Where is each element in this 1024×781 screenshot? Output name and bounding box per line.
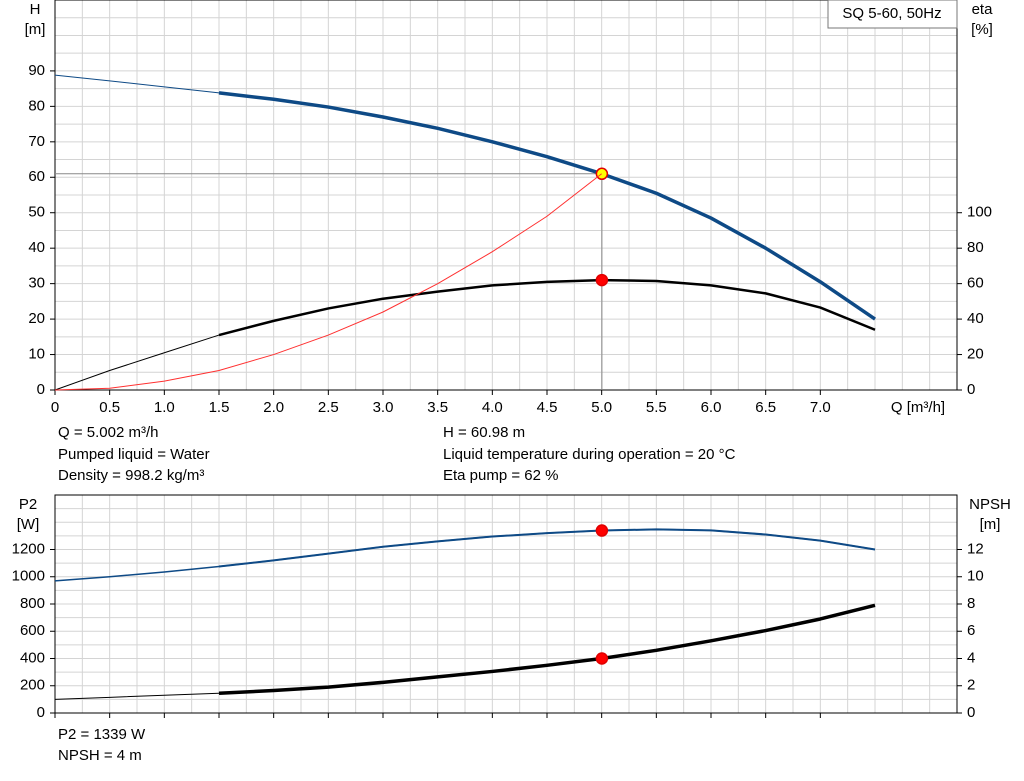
operating-point [595, 167, 609, 181]
y2-tick-label: 2 [967, 677, 975, 694]
x-tick-label: 3.5 [427, 399, 448, 416]
operating-point [595, 652, 609, 665]
curve-duty [218, 528, 876, 568]
y-axis-unit: [m] [25, 21, 46, 38]
y-tick-label: 800 [20, 595, 45, 612]
y2-tick-label: 0 [967, 381, 975, 398]
plot-frame [54, 0, 958, 391]
y-tick-label: 600 [20, 622, 45, 639]
chart-title: SQ 5-60, 50Hz [842, 5, 941, 22]
y2-axis-unit: [m] [980, 516, 1001, 533]
y-tick-label: 70 [28, 133, 45, 150]
x-tick-label: 1.5 [209, 399, 230, 416]
y2-tick-label: 0 [967, 704, 975, 721]
annotation: Liquid temperature during operation = 20… [443, 446, 736, 463]
x-tick-label: 6.0 [701, 399, 722, 416]
y-tick-label: 0 [37, 381, 45, 398]
y2-axis-label: eta [972, 1, 994, 18]
y-tick-label: 20 [28, 310, 45, 327]
y-axis-label: H [30, 1, 41, 18]
y-axis-unit: [W] [17, 516, 40, 533]
y-tick-label: 10 [28, 346, 45, 363]
x-tick-label: 3.0 [373, 399, 394, 416]
y2-tick-label: 6 [967, 622, 975, 639]
x-tick-label: 7.0 [810, 399, 831, 416]
y-tick-label: 90 [28, 62, 45, 79]
x-tick-label: 5.0 [591, 399, 612, 416]
curve [54, 173, 602, 391]
y2-tick-label: 100 [967, 204, 992, 221]
y-tick-label: 400 [20, 649, 45, 666]
y2-tick-label: 4 [967, 649, 975, 666]
annotation: Pumped liquid = Water [58, 446, 210, 463]
y2-axis-label: NPSH [969, 496, 1011, 513]
curve-duty [218, 278, 876, 337]
x-tick-label: 2.0 [263, 399, 284, 416]
y-tick-label: 80 [28, 97, 45, 114]
y-tick-label: 30 [28, 275, 45, 292]
x-axis-label: Q [m³/h] [891, 399, 945, 416]
operating-point [595, 524, 609, 537]
x-tick-label: 1.0 [154, 399, 175, 416]
curve-duty [218, 603, 876, 695]
annotation: H = 60.98 m [443, 424, 525, 441]
y-tick-label: 1200 [12, 540, 45, 557]
y2-tick-label: 8 [967, 595, 975, 612]
x-tick-label: 2.5 [318, 399, 339, 416]
operating-point [595, 273, 609, 287]
y-tick-label: 60 [28, 168, 45, 185]
annotation: Eta pump = 62 % [443, 467, 559, 484]
y2-tick-label: 40 [967, 310, 984, 327]
y-tick-label: 0 [37, 704, 45, 721]
y2-tick-label: 10 [967, 568, 984, 585]
annotation: Q = 5.002 m³/h [58, 424, 158, 441]
y-tick-label: 50 [28, 204, 45, 221]
title-box [827, 0, 958, 29]
x-tick-label: 4.0 [482, 399, 503, 416]
x-tick-label: 5.5 [646, 399, 667, 416]
curve-duty [218, 91, 876, 321]
x-tick-label: 6.5 [755, 399, 776, 416]
y-axis-label: P2 [19, 496, 37, 513]
y2-tick-label: 20 [967, 346, 984, 363]
x-tick-label: 0.5 [99, 399, 120, 416]
x-tick-label: 4.5 [537, 399, 558, 416]
y2-tick-label: 80 [967, 239, 984, 256]
y-tick-label: 1000 [12, 568, 45, 585]
y-tick-label: 40 [28, 239, 45, 256]
annotation: NPSH = 4 m [58, 747, 142, 764]
annotation: P2 = 1339 W [58, 726, 146, 743]
x-tick-label: 0 [51, 399, 59, 416]
annotation: Density = 998.2 kg/m³ [58, 467, 204, 484]
y2-axis-unit: [%] [971, 21, 993, 38]
y-tick-label: 200 [20, 677, 45, 694]
y2-tick-label: 12 [967, 540, 984, 557]
y2-tick-label: 60 [967, 275, 984, 292]
